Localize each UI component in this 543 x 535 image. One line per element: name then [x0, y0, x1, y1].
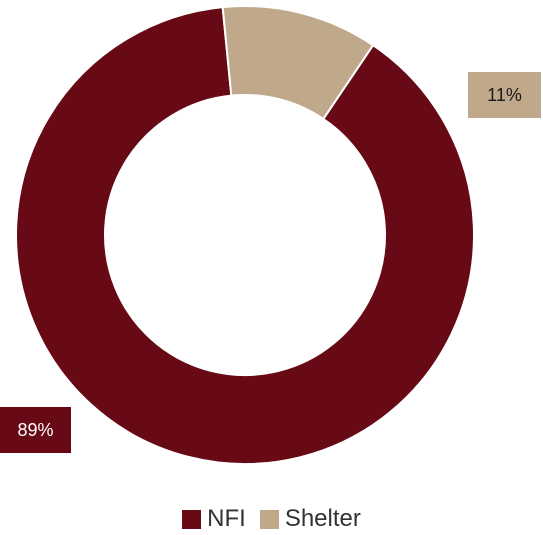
legend-swatch-nfi — [182, 509, 202, 529]
legend-swatch-shelter — [259, 509, 279, 529]
data-label-shelter: 11% — [468, 72, 541, 118]
data-label-nfi: 89% — [0, 407, 71, 453]
chart-legend: NFI Shelter — [0, 505, 543, 533]
legend-label-nfi: NFI — [207, 505, 246, 532]
legend-item-nfi: NFI — [182, 505, 246, 533]
legend-item-shelter: Shelter — [259, 505, 361, 533]
legend-label-shelter: Shelter — [284, 505, 361, 532]
donut-slice-shelter — [221, 5, 375, 121]
donut-slice-nfi — [15, 5, 475, 465]
